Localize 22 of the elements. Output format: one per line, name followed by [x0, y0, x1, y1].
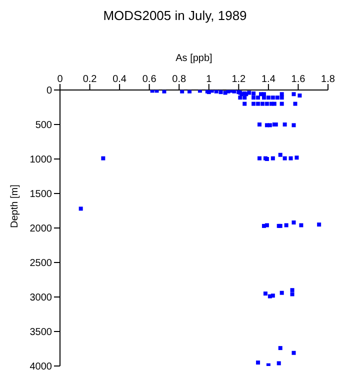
- y-tick-label: 3500: [30, 327, 52, 338]
- x-tick-label: 0: [57, 74, 64, 85]
- x-tick-label: 1.2: [232, 74, 246, 85]
- y-tick-label: 0: [46, 86, 52, 97]
- x-tick-label: 1.4: [261, 74, 276, 85]
- y-tick-label: 2500: [30, 258, 52, 270]
- y-tick-label: 500: [35, 120, 52, 132]
- x-tick-label: 1.8: [321, 74, 336, 85]
- x-tick-label: 0.8: [172, 74, 186, 85]
- y-tick-label: 4000: [30, 362, 52, 373]
- chart-title: MODS2005 in July, 1989: [102, 8, 248, 25]
- y-axis-title: Depth [m]: [10, 184, 21, 228]
- y-tick-label: 2000: [30, 224, 52, 235]
- x-axis-title: As [ppb]: [176, 53, 213, 64]
- x-tick-label: 0.2: [82, 74, 98, 85]
- y-tick-label: 1500: [30, 189, 52, 200]
- y-tick-label: 3000: [30, 292, 52, 304]
- x-tick-label: 1.6: [291, 74, 306, 85]
- x-tick-label: 0.6: [142, 74, 157, 85]
- x-tick-label: 0.4: [112, 74, 127, 85]
- x-tick-label: 1: [206, 74, 212, 85]
- y-tick-label: 1000: [30, 154, 52, 166]
